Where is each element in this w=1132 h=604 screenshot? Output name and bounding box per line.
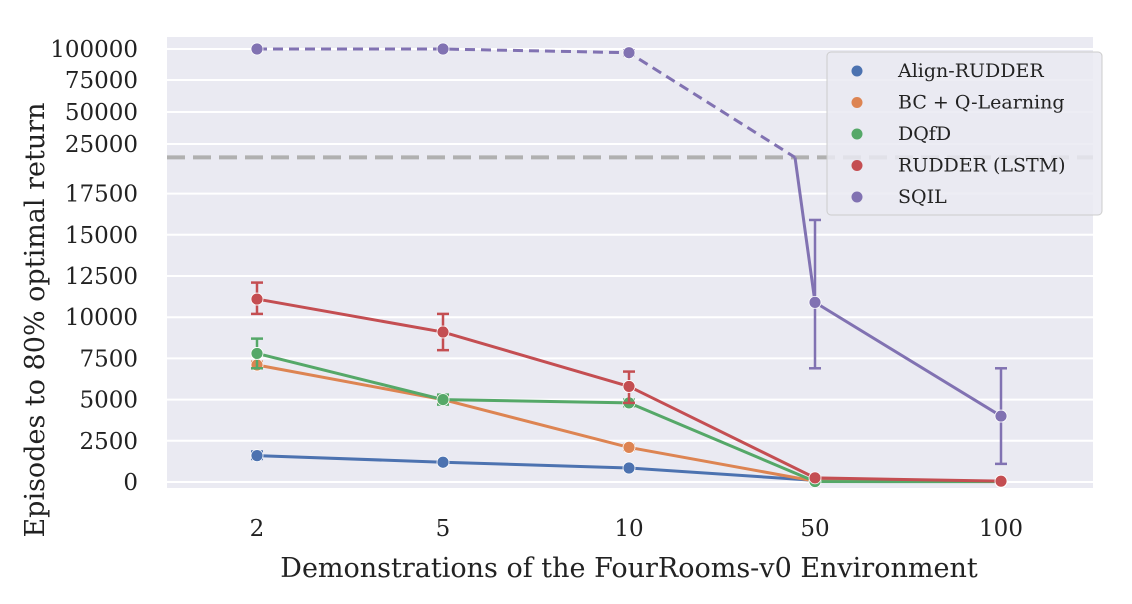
y-tick-label: 2500 [79,429,138,455]
series-sqil [250,42,1008,466]
data-point [250,292,264,306]
data-point [250,449,264,463]
series-lines [250,42,1008,489]
y-tick-label: 25000 [65,132,138,158]
data-point [994,409,1008,423]
y-tick-label: 17500 [65,182,138,208]
series-rudder-lstm- [250,281,1008,488]
data-point [250,42,264,56]
y-tick-label: 7500 [79,346,138,372]
data-point [622,46,636,60]
x-tick-label: 2 [250,516,265,542]
legend-marker [851,128,863,140]
data-point [250,347,264,360]
x-axis-title: Demonstrations of the FourRooms-v0 Envir… [280,553,978,584]
y-tick-label: 100000 [50,37,138,63]
data-point [622,440,636,454]
legend-label: SQIL [898,186,947,208]
x-tick-labels: 2 5 10 50 100 [250,516,1023,542]
y-tick-label: 5000 [79,388,138,414]
legend-label: BC + Q-Learning [898,92,1065,114]
data-point [436,42,450,56]
legend: Align-RUDDER BC + Q-Learning DQfD RUDDER (L… [826,51,1103,216]
legend-marker [851,191,863,203]
y-tick-label: 75000 [65,68,138,94]
data-point [622,461,636,475]
x-tick-label: 50 [800,516,829,542]
y-tick-label: 0 [123,470,138,496]
y-tick-labels: 0 2500 5000 7500 10000 12500 15000 17500 25000 50… [50,37,138,496]
legend-marker [851,65,863,77]
legend-marker [851,160,863,171]
x-tick-label: 100 [979,516,1023,542]
legend-label: DQfD [898,123,951,145]
y-tick-label: 50000 [65,100,138,126]
y-tick-label: 12500 [65,264,138,290]
y-tick-label: 10000 [65,305,138,331]
legend-label: Align-RUDDER [897,60,1044,82]
data-point [994,474,1008,488]
legend-box [826,51,1103,216]
data-point [436,393,450,407]
data-point [808,471,822,485]
data-point [436,455,450,469]
y-axis-title: Episodes to 80% optimal return [20,102,51,537]
series-line-dashed [257,47,796,159]
legend-label: RUDDER (LSTM) [898,155,1066,177]
legend-marker [851,97,863,108]
y-tick-label: 15000 [65,223,138,249]
x-tick-label: 5 [436,516,451,542]
data-point [808,295,822,309]
data-point [622,380,636,393]
x-tick-label: 10 [614,516,643,542]
data-point [436,325,450,339]
